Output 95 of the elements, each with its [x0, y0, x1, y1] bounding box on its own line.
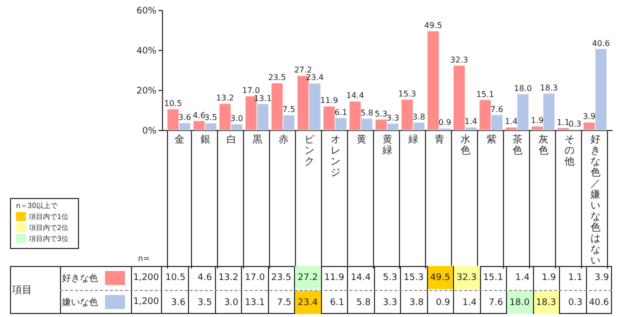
- text: 13.2: [216, 94, 234, 103]
- data-label: 3.0: [223, 296, 240, 310]
- data-label: 1.9: [540, 272, 558, 284]
- data-label: 18.3: [534, 291, 560, 314]
- text: n=: [138, 252, 151, 264]
- text: 3.9: [582, 112, 596, 122]
- text: 項目: [12, 284, 33, 298]
- text: 15.3: [398, 89, 416, 98]
- text: 23.5: [268, 73, 286, 82]
- text: 3.0: [230, 114, 244, 123]
- text: 5.3: [374, 109, 388, 118]
- x-tick-label: 青: [434, 134, 445, 146]
- text: 6.1: [334, 108, 348, 117]
- legend-label: 嫌いな色: [62, 296, 99, 310]
- x-tick-label: 黄: [356, 134, 366, 146]
- data-label: 0.3: [567, 296, 584, 310]
- text: 10.5: [164, 99, 182, 108]
- data-label: 23.5: [270, 272, 292, 284]
- text: 7.6: [490, 104, 504, 114]
- x-tick-label: 緑: [408, 134, 419, 146]
- x-tick-label: 黄緑: [382, 134, 392, 156]
- legend-label: 好きな色: [62, 272, 99, 286]
- data-label: 15.3: [402, 272, 425, 284]
- data-label: 1.4: [461, 296, 478, 310]
- text: 0.3: [568, 119, 582, 128]
- text: 1,200: [132, 272, 160, 285]
- text: 0.9: [438, 118, 452, 128]
- data-label: 27.2: [295, 266, 321, 289]
- text: 5.8: [360, 108, 374, 118]
- text: 40.6: [592, 38, 610, 48]
- text: 11.9: [320, 96, 338, 106]
- data-label: 3.3: [382, 296, 398, 310]
- text: 15.1: [476, 90, 494, 99]
- data-label: 23.4: [295, 291, 321, 314]
- text: 3.6: [178, 112, 192, 122]
- text: 14.4: [346, 91, 364, 100]
- x-tick-label: 金: [174, 134, 184, 146]
- category-label: 好きな色／嫌いな色はない: [590, 134, 601, 266]
- x-tick-label: オレンジ: [330, 134, 340, 178]
- text: 1.4: [464, 117, 478, 126]
- x-tick-label: 黒: [252, 134, 262, 146]
- data-label: 1.1: [567, 272, 584, 284]
- data-label: 13.2: [217, 272, 240, 284]
- x-tick-label: 紫: [486, 134, 497, 146]
- data-label: 3.9: [594, 272, 610, 284]
- text: 3.3: [386, 113, 400, 122]
- data-label: 15.1: [482, 272, 504, 284]
- text: 49.5: [424, 21, 442, 30]
- data-label: 10.5: [164, 272, 186, 284]
- text: 7.5: [282, 105, 296, 114]
- x-tick-label: 銀: [200, 134, 210, 146]
- data-label: 7.6: [488, 296, 504, 310]
- data-label: 40.6: [588, 296, 610, 310]
- data-label: 3.5: [196, 296, 213, 310]
- data-label: 6.1: [328, 296, 346, 310]
- text: 1,200: [132, 296, 160, 309]
- text: 23.4: [306, 73, 324, 82]
- x-tick-label: 赤: [278, 134, 288, 146]
- text: 1.4: [504, 117, 518, 126]
- text: 18.3: [540, 83, 558, 92]
- data-label: 3.6: [170, 296, 186, 310]
- y-tick-label: 0%: [142, 126, 157, 136]
- text: 3.8: [412, 112, 426, 122]
- y-tick-label: 60%: [136, 6, 157, 16]
- data-label: 5.3: [382, 272, 398, 284]
- data-label: 0.9: [434, 296, 452, 310]
- x-tick-label: 茶色: [512, 134, 523, 156]
- x-tick-label: 白: [226, 134, 236, 146]
- x-tick-label: 水色: [460, 134, 471, 156]
- data-label: 1.4: [514, 272, 531, 284]
- data-label: 32.3: [454, 266, 480, 289]
- text: 27.2: [294, 66, 312, 75]
- data-label: 3.8: [408, 296, 425, 310]
- text: 18.0: [514, 84, 532, 93]
- text: 1.9: [530, 116, 544, 126]
- data-label: 5.8: [355, 296, 372, 310]
- text: 17.0: [242, 86, 260, 95]
- y-tick-label: 20%: [136, 86, 157, 96]
- x-tick-label: 灰色: [538, 134, 549, 156]
- data-label: 13.1: [244, 296, 266, 310]
- data-label: 4.6: [196, 272, 213, 284]
- text: 32.3: [450, 55, 468, 64]
- data-label: 49.5: [428, 266, 454, 289]
- data-label: 17.0: [244, 272, 266, 284]
- data-label: 14.4: [350, 272, 372, 284]
- data-label: 18.0: [507, 291, 533, 314]
- data-label: 11.9: [323, 272, 346, 284]
- text: 4.6: [192, 110, 206, 120]
- text: 3.5: [204, 113, 218, 122]
- text: 13.1: [254, 94, 272, 103]
- x-tick-label: その他: [564, 134, 575, 168]
- y-tick-label: 40%: [136, 46, 157, 56]
- data-label: 7.5: [276, 296, 292, 310]
- x-tick-label: ピンク: [304, 134, 314, 168]
- text: 1.1: [556, 118, 570, 127]
